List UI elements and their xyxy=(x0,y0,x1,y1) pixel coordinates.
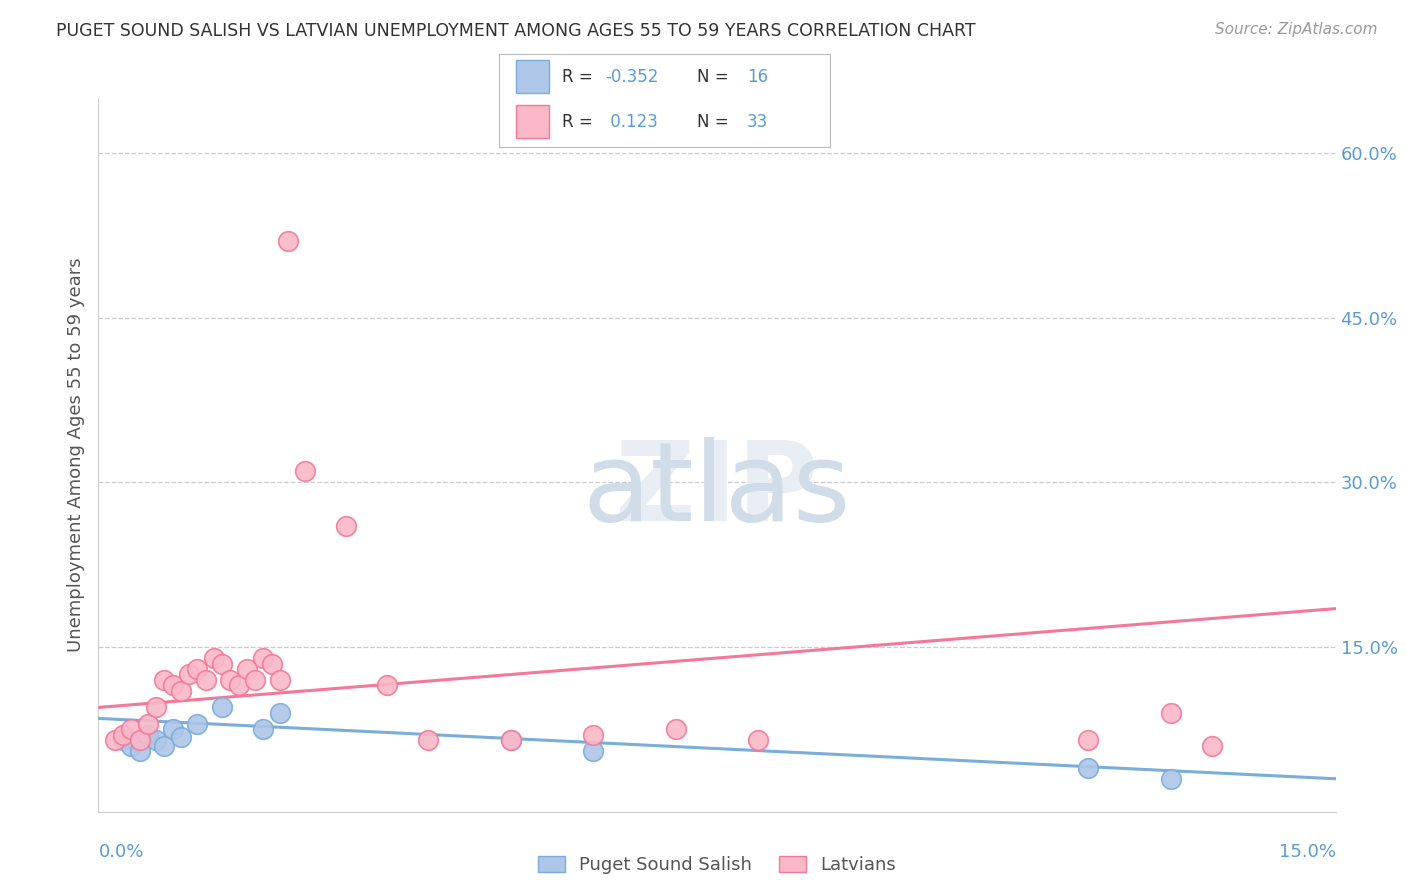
Point xyxy=(269,673,291,687)
Point xyxy=(219,673,242,687)
Point xyxy=(170,684,193,698)
Text: atlas: atlas xyxy=(583,437,851,544)
Point xyxy=(375,678,398,692)
Point xyxy=(145,733,167,747)
Point xyxy=(112,728,135,742)
Point xyxy=(277,234,299,248)
Point xyxy=(194,673,217,687)
Point xyxy=(1160,772,1182,786)
Point xyxy=(170,730,193,744)
Point xyxy=(1077,733,1099,747)
Text: N =: N = xyxy=(697,68,734,86)
Point xyxy=(252,651,274,665)
Point xyxy=(136,728,159,742)
Point xyxy=(252,723,274,737)
Text: ZIP: ZIP xyxy=(616,437,818,544)
Text: R =: R = xyxy=(562,68,598,86)
Text: 16: 16 xyxy=(747,68,768,86)
Point xyxy=(269,706,291,720)
Legend: Puget Sound Salish, Latvians: Puget Sound Salish, Latvians xyxy=(530,848,904,881)
Point xyxy=(499,733,522,747)
Text: Source: ZipAtlas.com: Source: ZipAtlas.com xyxy=(1215,22,1378,37)
Point xyxy=(1201,739,1223,753)
Point xyxy=(112,733,135,747)
Point xyxy=(499,733,522,747)
Point xyxy=(186,662,208,676)
Point xyxy=(236,662,259,676)
Point xyxy=(582,728,605,742)
Bar xyxy=(516,60,548,93)
Point xyxy=(145,700,167,714)
Point xyxy=(211,700,233,714)
Text: N =: N = xyxy=(697,113,734,131)
Point xyxy=(1160,706,1182,720)
Point xyxy=(418,733,440,747)
Point xyxy=(294,464,316,478)
Text: 0.123: 0.123 xyxy=(605,113,658,131)
Text: PUGET SOUND SALISH VS LATVIAN UNEMPLOYMENT AMONG AGES 55 TO 59 YEARS CORRELATION: PUGET SOUND SALISH VS LATVIAN UNEMPLOYME… xyxy=(56,22,976,40)
Point xyxy=(202,651,225,665)
Text: 15.0%: 15.0% xyxy=(1278,843,1336,861)
Text: 33: 33 xyxy=(747,113,768,131)
Point xyxy=(211,657,233,671)
Point xyxy=(120,739,142,753)
Text: -0.352: -0.352 xyxy=(605,68,658,86)
Point xyxy=(665,723,688,737)
Point xyxy=(186,717,208,731)
Point xyxy=(228,678,250,692)
Point xyxy=(179,667,201,681)
Point xyxy=(1077,761,1099,775)
Point xyxy=(162,678,184,692)
Point xyxy=(136,717,159,731)
Point xyxy=(128,733,150,747)
Point xyxy=(153,739,176,753)
Point xyxy=(243,673,266,687)
Bar xyxy=(516,105,548,138)
Point xyxy=(128,744,150,758)
Point xyxy=(582,744,605,758)
Text: R =: R = xyxy=(562,113,598,131)
Point xyxy=(747,733,769,747)
Point xyxy=(335,519,357,533)
Point xyxy=(162,723,184,737)
Y-axis label: Unemployment Among Ages 55 to 59 years: Unemployment Among Ages 55 to 59 years xyxy=(66,258,84,652)
Text: 0.0%: 0.0% xyxy=(98,843,143,861)
Point xyxy=(120,723,142,737)
Point xyxy=(104,733,127,747)
Point xyxy=(260,657,283,671)
Point xyxy=(153,673,176,687)
